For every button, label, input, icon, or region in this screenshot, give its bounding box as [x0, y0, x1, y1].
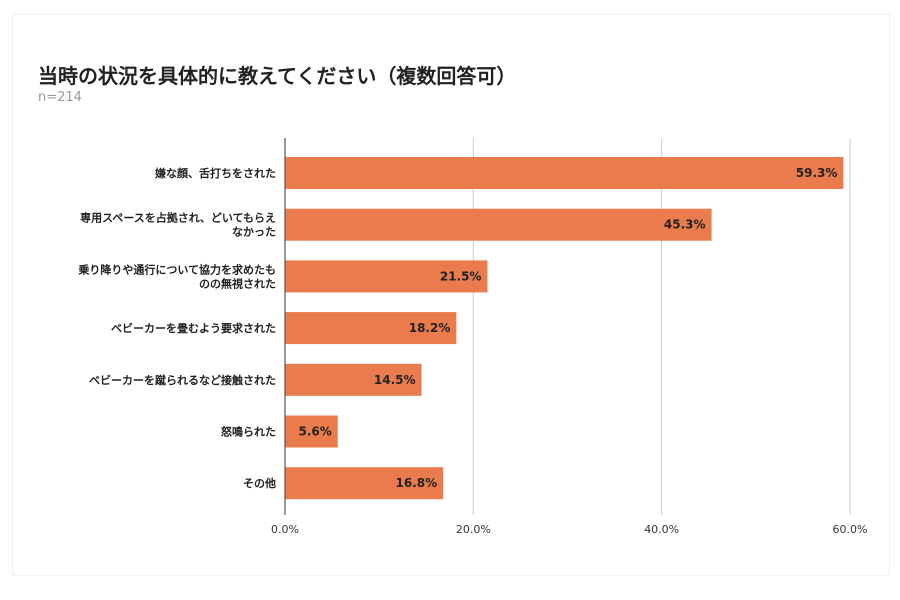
chart-subtitle: n=214	[38, 90, 82, 105]
category-label: ベビーカーを蹴られるなど接触された	[89, 373, 276, 387]
x-tick-label: 40.0%	[644, 523, 679, 536]
x-tick-label: 0.0%	[271, 523, 299, 536]
category-label: その他	[243, 476, 276, 490]
category-label: 嫌な顔、舌打ちをされた	[154, 166, 276, 180]
category-label: 怒鳴られた	[221, 425, 276, 439]
bar	[285, 157, 844, 189]
data-label: 18.2%	[409, 321, 451, 335]
data-label: 5.6%	[298, 425, 331, 439]
x-tick-label: 60.0%	[833, 523, 868, 536]
x-tick-label: 20.0%	[456, 523, 491, 536]
bar	[285, 363, 422, 396]
category-label: 専用スペースを占拠され、どいてもらえ	[80, 211, 276, 225]
bar	[285, 312, 457, 345]
bar	[285, 208, 712, 241]
data-label: 45.3%	[664, 218, 706, 232]
category-label: のの無視された	[199, 276, 276, 290]
category-label: なかった	[232, 226, 276, 239]
chart-title: 当時の状況を具体的に教えてください（複数回答可）	[38, 64, 517, 88]
data-label: 59.3%	[796, 166, 838, 180]
data-label: 16.8%	[396, 476, 438, 490]
bar	[285, 467, 444, 500]
bar	[285, 260, 488, 293]
chart-card	[12, 14, 890, 576]
category-label: 乗り降りや通行について協力を求めたも	[78, 262, 276, 276]
category-label: ベビーカーを畳むよう要求された	[111, 321, 276, 335]
bar	[285, 415, 338, 448]
data-label: 21.5%	[440, 269, 482, 283]
data-label: 14.5%	[374, 373, 416, 387]
